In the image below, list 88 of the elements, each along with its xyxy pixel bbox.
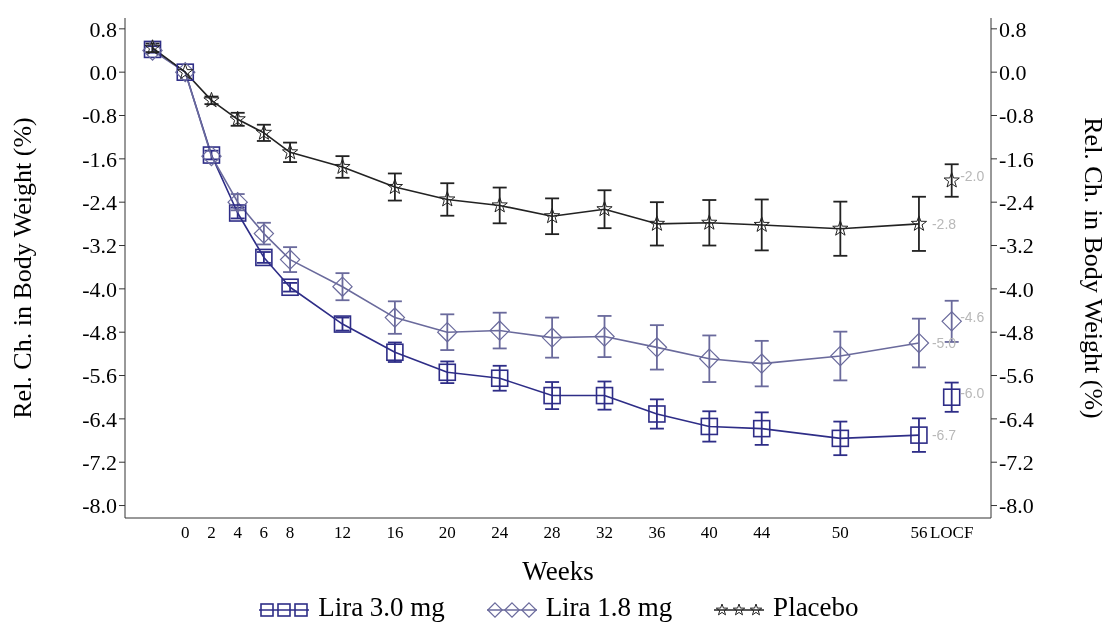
- x-tick-label: LOCF: [929, 523, 974, 543]
- point: [752, 419, 771, 438]
- point: [831, 429, 850, 448]
- x-tick-label: 0: [181, 523, 190, 543]
- point: [646, 337, 668, 358]
- y2-tick-label: -0.8: [999, 103, 1034, 129]
- x-tick-label: 8: [285, 523, 295, 543]
- point: [648, 215, 666, 231]
- point: [384, 307, 406, 328]
- x-tick-label: 56: [910, 523, 928, 543]
- point: [910, 426, 928, 444]
- y-tick-label: -7.2: [82, 450, 117, 476]
- x-tick-label: 32: [596, 523, 614, 543]
- x-tick-label: 40: [700, 523, 718, 543]
- y2-tick-label: -8.0: [999, 493, 1034, 519]
- y-tick-label: -6.4: [82, 406, 117, 432]
- x-tick-label: 12: [333, 523, 351, 543]
- point: [437, 321, 458, 343]
- point: [595, 386, 614, 405]
- y-tick-label: -2.4: [82, 189, 117, 215]
- point: [596, 200, 613, 217]
- y-tick-label: -4.0: [82, 276, 117, 302]
- data-label: -6.7: [931, 427, 957, 444]
- y-axis-title: Rel. Ch. in Body Weight (%): [8, 117, 38, 419]
- point: [943, 172, 960, 188]
- point: [594, 326, 615, 347]
- x-tick-label: 50: [831, 523, 849, 543]
- point: [941, 311, 962, 332]
- point: [544, 207, 561, 224]
- point: [648, 405, 666, 423]
- y2-tick-label: -2.4: [999, 189, 1034, 215]
- point: [386, 178, 403, 194]
- x-tick-label: 44: [753, 523, 771, 543]
- x-axis-title: Weeks: [522, 556, 594, 586]
- point: [543, 386, 561, 405]
- legend-label: Lira 3.0 mg: [317, 592, 445, 623]
- point: [490, 369, 509, 388]
- data-label: -4.6: [960, 308, 985, 325]
- point: [439, 190, 456, 207]
- y-tick-label: -1.6: [82, 146, 117, 172]
- data-label: -2.8: [931, 215, 957, 232]
- point: [332, 276, 353, 297]
- y2-tick-label: -4.0: [999, 276, 1034, 302]
- y-tick-label: -5.6: [82, 363, 117, 389]
- y-tick-label: 0.0: [89, 59, 117, 85]
- x-tick-label: 36: [648, 523, 666, 543]
- y2-axis-title: Rel. Ch. in Body Weight (%): [1078, 117, 1108, 419]
- y2-tick-label: 0.8: [999, 16, 1027, 42]
- point: [491, 196, 508, 213]
- x-tick-label: 4: [233, 523, 243, 543]
- point: [489, 320, 510, 341]
- y-tick-label: -3.2: [82, 233, 117, 259]
- y2-tick-label: -7.2: [999, 450, 1034, 476]
- point: [751, 353, 772, 374]
- data-label: -5.0: [931, 335, 957, 352]
- x-tick-label: 20: [438, 523, 456, 543]
- point: [541, 327, 563, 348]
- point: [281, 278, 299, 297]
- x-tick-label: 2: [207, 523, 216, 543]
- point: [203, 91, 220, 108]
- y2-tick-label: -1.6: [999, 146, 1034, 172]
- data-label: -6.0: [960, 384, 985, 401]
- point: [699, 348, 720, 369]
- y-tick-label: -8.0: [82, 493, 117, 519]
- y-tick-label: -4.8: [82, 320, 117, 345]
- y2-tick-label: -5.6: [999, 363, 1034, 389]
- point: [830, 345, 851, 367]
- point: [832, 220, 849, 236]
- y-tick-label: 0.8: [89, 16, 117, 42]
- x-tick-label: 16: [386, 523, 404, 543]
- x-tick-label: 24: [491, 523, 509, 543]
- legend-label: Placebo: [772, 592, 859, 623]
- point: [910, 215, 928, 231]
- x-tick-label: 28: [543, 523, 561, 543]
- point: [753, 216, 770, 232]
- data-label: -2.0: [960, 168, 985, 184]
- y2-tick-label: -3.2: [999, 233, 1034, 259]
- y2-tick-label: -4.8: [999, 320, 1034, 345]
- y2-tick-label: 0.0: [999, 59, 1027, 85]
- legend-label: Lira 1.8 mg: [544, 592, 673, 623]
- point: [908, 332, 930, 354]
- y-tick-label: -0.8: [82, 103, 117, 129]
- x-tick-label: 6: [259, 523, 269, 543]
- y2-tick-label: -6.4: [999, 406, 1034, 432]
- point: [700, 417, 719, 436]
- point: [942, 388, 961, 406]
- point: [701, 214, 718, 230]
- point: [334, 158, 351, 174]
